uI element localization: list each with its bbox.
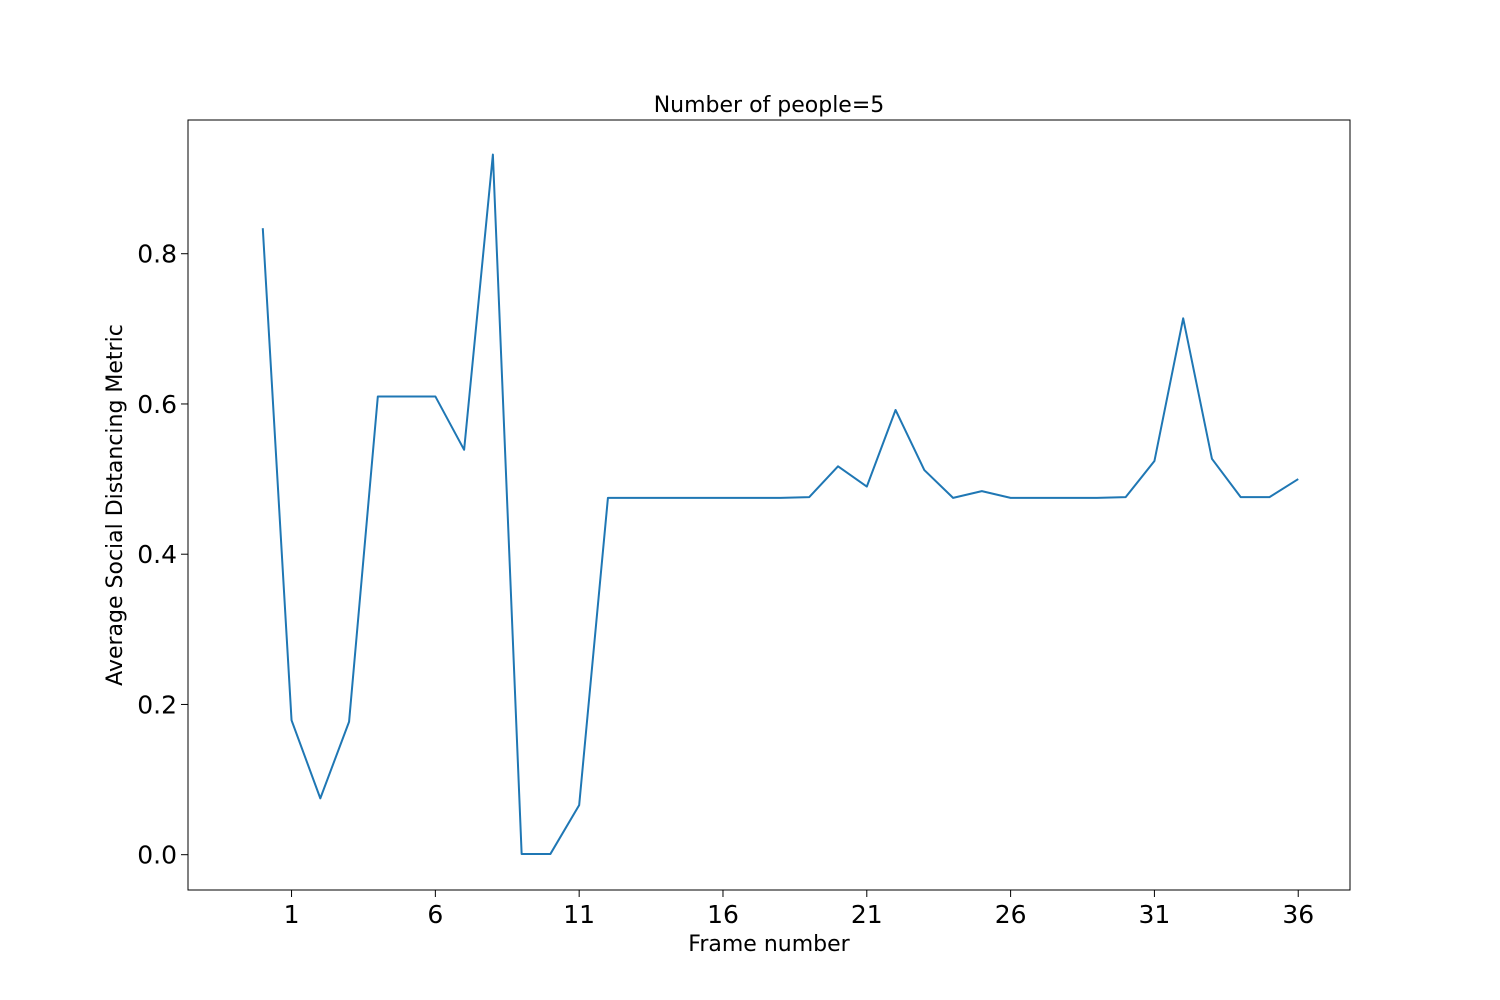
plot-area [188, 120, 1350, 890]
x-tick-label: 6 [427, 900, 443, 929]
x-tick-label: 11 [563, 900, 595, 929]
x-tick-label: 1 [284, 900, 300, 929]
y-tick-label: 0.4 [137, 540, 177, 569]
series-layer [261, 153, 1299, 855]
y-tick-label: 0.2 [137, 690, 177, 719]
y-tick-label: 0.6 [137, 390, 177, 419]
plot-frame [187, 119, 1351, 891]
x-axis-label: Frame number [688, 932, 850, 957]
series-line [261, 153, 1299, 855]
x-tick-label: 36 [1282, 900, 1314, 929]
x-tick-label: 26 [995, 900, 1027, 929]
chart-title: Number of people=5 [654, 93, 885, 118]
y-axis-ticks: 0.0 0.2 0.4 0.6 0.8 [137, 240, 188, 870]
y-axis-label: Average Social Distancing Metric [103, 324, 128, 686]
x-tick-label: 16 [707, 900, 739, 929]
x-tick-label: 31 [1139, 900, 1171, 929]
y-tick-label: 0.0 [137, 841, 177, 870]
x-tick-label: 21 [851, 900, 883, 929]
x-axis-ticks: 1 6 11 16 21 26 31 36 [284, 890, 1314, 929]
y-tick-label: 0.8 [137, 240, 177, 269]
